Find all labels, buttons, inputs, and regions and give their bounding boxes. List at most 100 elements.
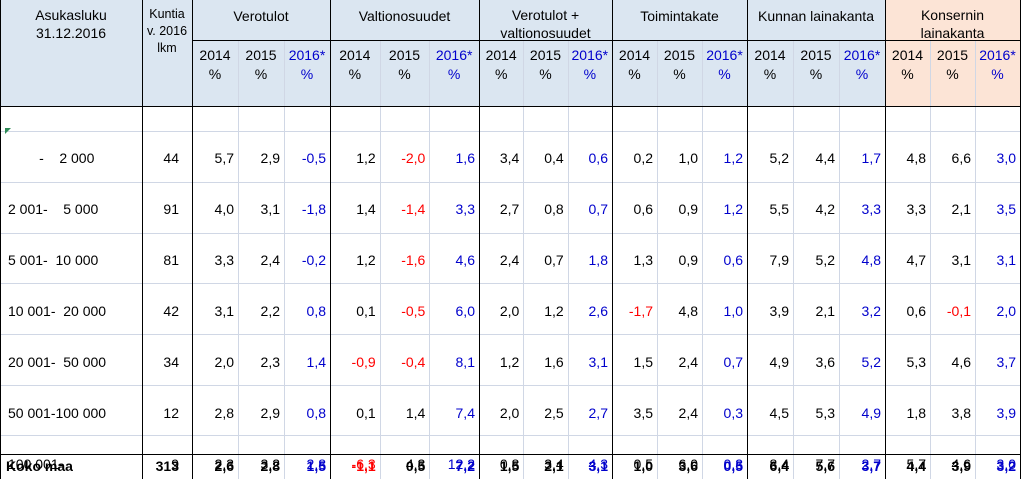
grid-hline: [192, 40, 1020, 41]
total-cell: 2,1: [544, 458, 564, 474]
table-cell: 3,8: [951, 405, 971, 421]
table-cell: 2,0: [214, 354, 234, 370]
grid-vline: [568, 40, 569, 479]
table-cell: 3,4: [499, 150, 520, 166]
table-cell: 4,6: [951, 354, 971, 370]
border-vline: [747, 0, 748, 479]
total-cell: 0,5: [405, 458, 426, 474]
table-cell: 4,6: [455, 252, 475, 268]
table-cell: 1,2: [723, 150, 743, 166]
header-year-3-2: 2016* %: [706, 47, 743, 82]
header-group-5: Konsernin lainakanta: [920, 7, 985, 42]
header-year-2-1: 2015 %: [529, 47, 562, 82]
table-cell: 0,3: [723, 405, 743, 421]
grid-vline: [523, 40, 524, 479]
border-vline: [0, 0, 1, 479]
grid-hline: [0, 334, 1020, 335]
table-cell: 0,7: [588, 201, 608, 217]
table-cell: 7,4: [455, 405, 475, 421]
table-cell: 2,3: [214, 456, 234, 472]
table-cell: 3,1: [588, 354, 608, 370]
grid-hline: [0, 131, 1020, 132]
total-cell: 3,1: [588, 458, 608, 474]
table-cell: 3,3: [214, 252, 234, 268]
table-cell: 1,5: [633, 354, 653, 370]
table-cell: -2,0: [401, 150, 426, 166]
table-cell: 0,2: [633, 150, 653, 166]
header-year-2-2: 2016* %: [571, 47, 609, 82]
table-cell: -0,2: [301, 252, 326, 268]
table-cell: 2,7: [499, 201, 520, 217]
table-cell: 3,9: [769, 303, 789, 319]
table-cell: 0,8: [306, 303, 326, 319]
border-vline: [612, 0, 613, 479]
table-cell: 4,5: [769, 405, 789, 421]
table-cell: 7,7: [815, 456, 835, 472]
table-cell: 4,8: [678, 303, 698, 319]
table-cell: 1,8: [588, 252, 608, 268]
table-cell: 6,0: [455, 303, 475, 319]
row-label: 100 001-: [8, 456, 64, 472]
table-cell: 2,0: [996, 303, 1016, 319]
total-cell: 0,5: [723, 458, 743, 474]
border-vline: [192, 0, 193, 479]
border-vline: [885, 0, 886, 479]
border-vline: [1020, 0, 1021, 479]
header-year-4-1: 2015 %: [800, 47, 832, 82]
header-asukasluku: Asukasluku 31.12.2016: [35, 7, 107, 42]
table-cell: 3,1: [260, 201, 280, 217]
table-cell: -1,7: [628, 303, 653, 319]
header-year-2-0: 2014 %: [485, 47, 517, 82]
grid-hline: [0, 385, 1020, 386]
table-cell: 4,9: [769, 354, 789, 370]
table-cell: -0,1: [946, 303, 971, 319]
table-cell: 5,7: [214, 150, 234, 166]
header-group-1: Valtionosuudet: [358, 8, 451, 24]
total-cell: 3,9: [951, 458, 971, 474]
row-label: 50 001-100 000: [8, 405, 107, 421]
table-cell: 3,5: [633, 405, 653, 421]
table-cell: 3,1: [214, 303, 234, 319]
table-cell: 1,6: [455, 150, 475, 166]
row-label: 5 001- 10 000: [8, 252, 99, 268]
grid-vline: [238, 40, 239, 479]
header-year-1-0: 2014 %: [339, 47, 371, 82]
table-cell: 0,6: [588, 150, 608, 166]
table-cell: 0,8: [306, 405, 326, 421]
total-cell: 7,2: [455, 458, 475, 474]
row-label: 2 001- 5 000: [8, 201, 99, 217]
table-cell: 5,2: [815, 252, 835, 268]
table-cell: 5,2: [769, 150, 789, 166]
table-cell: 8,1: [455, 354, 475, 370]
table-cell: 1,2: [723, 201, 743, 217]
row-label: - 2 000: [8, 150, 95, 166]
table-cell: 1,2: [499, 354, 520, 370]
total-cell: 1,5: [499, 458, 520, 474]
total-kuntia: 313: [155, 458, 179, 474]
table-cell: -6,3: [351, 456, 376, 472]
table-cell: 3,4: [544, 456, 564, 472]
row-kuntia: 9: [171, 456, 179, 472]
header-group-0: Verotulot: [233, 8, 289, 24]
table-cell: 3,3: [906, 201, 926, 217]
table-cell: 0,9: [678, 201, 698, 217]
total-cell: 2,6: [214, 458, 234, 474]
header-kuntia: Kuntia v. 2016 lkm: [146, 7, 188, 55]
header-year-3-1: 2015 %: [663, 47, 696, 82]
header-background: [0, 0, 885, 106]
table-cell: 3,2: [861, 303, 881, 319]
table-cell: 2,5: [544, 405, 564, 421]
table-cell: 4,8: [861, 252, 881, 268]
table-cell: 4,3: [588, 456, 608, 472]
table-cell: 0,8: [499, 456, 520, 472]
table-cell: 2,2: [260, 303, 280, 319]
table-cell: 0,9: [678, 252, 698, 268]
header-year-0-1: 2015 %: [245, 47, 277, 82]
table-cell: 4,8: [906, 150, 926, 166]
table-cell: 0,1: [356, 405, 376, 421]
row-kuntia: 34: [163, 354, 179, 370]
table-cell: 0,7: [544, 252, 564, 268]
cell-error-marker: [5, 128, 11, 134]
table-cell: 0,8: [544, 201, 564, 217]
header-year-4-0: 2014 %: [754, 47, 786, 82]
